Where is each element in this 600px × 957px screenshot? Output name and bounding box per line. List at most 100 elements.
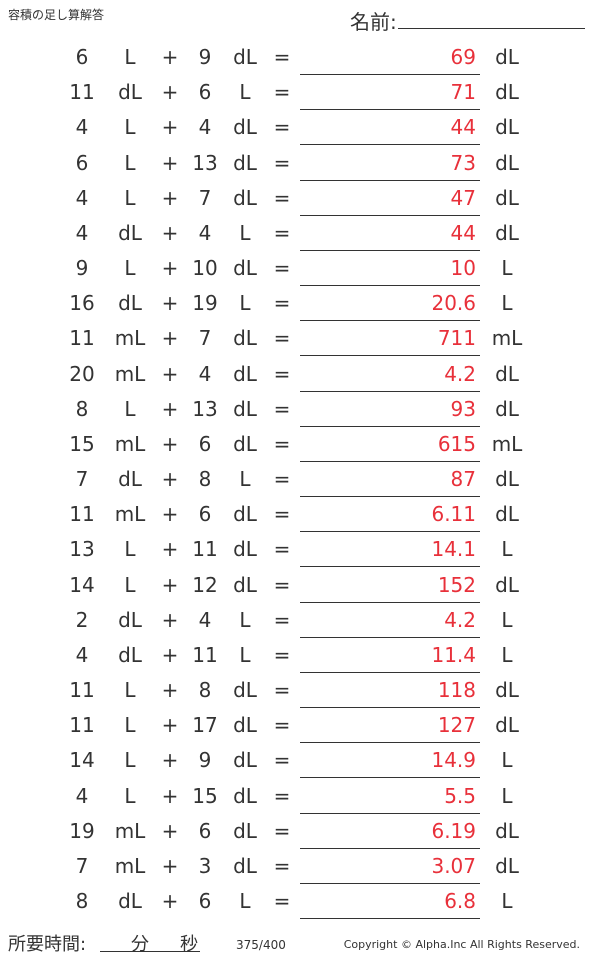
operand-b: 4 <box>198 115 212 140</box>
unit-b: dL <box>233 150 257 175</box>
plus-sign: + <box>161 467 179 492</box>
answer-line <box>300 214 480 216</box>
answer: 47 <box>450 185 476 210</box>
answer-unit: mL <box>491 326 523 351</box>
equals-sign: = <box>273 361 291 386</box>
equals-sign: = <box>273 502 291 527</box>
answer: 6.11 <box>431 502 476 527</box>
answer-unit: dL <box>495 361 519 386</box>
operand-a: 9 <box>75 256 89 281</box>
operand-a: 4 <box>75 220 89 245</box>
operand-a: 6 <box>75 150 89 175</box>
answer-unit: dL <box>495 45 519 69</box>
unit-b: dL <box>233 572 257 597</box>
answer-line <box>300 531 480 533</box>
operand-b: 17 <box>192 713 218 738</box>
unit-b: dL <box>233 431 257 456</box>
answer-unit: dL <box>495 185 519 210</box>
answer: 3.07 <box>431 853 476 878</box>
answer-unit: dL <box>495 502 519 527</box>
operand-b: 9 <box>198 748 212 773</box>
equals-sign: = <box>273 45 291 69</box>
operand-b: 19 <box>192 291 218 316</box>
unit-b: dL <box>233 502 257 527</box>
unit-b: L <box>239 291 251 316</box>
answer-unit: dL <box>495 80 519 105</box>
plus-sign: + <box>161 607 179 632</box>
unit-a: L <box>124 256 136 281</box>
answer: 44 <box>450 220 476 245</box>
operand-b: 11 <box>192 537 218 562</box>
equals-sign: = <box>273 185 291 210</box>
answer: 6.19 <box>431 818 476 843</box>
equals-sign: = <box>273 572 291 597</box>
plus-sign: + <box>161 185 179 210</box>
equals-sign: = <box>273 256 291 281</box>
equals-sign: = <box>273 783 291 808</box>
answer-line <box>300 355 480 357</box>
answer-line <box>300 671 480 673</box>
plus-sign: + <box>161 818 179 843</box>
answer-line <box>300 249 480 251</box>
answer-line <box>300 74 480 75</box>
answer-unit: dL <box>495 678 519 703</box>
equals-sign: = <box>273 150 291 175</box>
answer-unit: L <box>501 607 513 632</box>
copyright: Copyright © Alpha.Inc All Rights Reserve… <box>343 938 580 951</box>
plus-sign: + <box>161 396 179 421</box>
operand-a: 14 <box>69 748 95 773</box>
answer: 20.6 <box>431 291 476 316</box>
seconds-label: 秒 <box>180 934 198 955</box>
answer-line <box>300 636 480 638</box>
minutes-label: 分 <box>131 934 149 955</box>
unit-b: dL <box>233 45 257 69</box>
operand-a: 8 <box>75 396 89 421</box>
unit-b: dL <box>233 818 257 843</box>
answer-line <box>300 460 480 462</box>
answer: 87 <box>450 467 476 492</box>
equals-sign: = <box>273 115 291 140</box>
answer-unit: L <box>501 748 513 773</box>
answer-unit: dL <box>495 713 519 738</box>
operand-a: 16 <box>69 291 95 316</box>
answer: 4.2 <box>444 607 476 632</box>
operand-b: 8 <box>198 678 212 703</box>
operand-a: 7 <box>75 467 89 492</box>
equals-sign: = <box>273 889 291 914</box>
title: 容積の足し算解答 <box>8 8 105 22</box>
unit-a: mL <box>114 361 146 386</box>
unit-a: dL <box>118 291 142 316</box>
answer-line <box>300 320 480 322</box>
answer: 5.5 <box>444 783 476 808</box>
answer: 14.9 <box>431 748 476 773</box>
unit-b: L <box>239 642 251 667</box>
unit-a: L <box>124 572 136 597</box>
answer-unit: dL <box>495 467 519 492</box>
equals-sign: = <box>273 220 291 245</box>
equals-sign: = <box>273 678 291 703</box>
operand-a: 19 <box>69 818 95 843</box>
unit-b: L <box>239 220 251 245</box>
unit-a: dL <box>118 642 142 667</box>
unit-a: dL <box>118 889 142 914</box>
operand-a: 11 <box>69 713 95 738</box>
operand-a: 20 <box>69 361 95 386</box>
unit-a: dL <box>118 80 142 105</box>
answer-line <box>300 390 480 392</box>
plus-sign: + <box>161 572 179 597</box>
unit-a: L <box>124 713 136 738</box>
answer-unit: dL <box>495 150 519 175</box>
plus-sign: + <box>161 678 179 703</box>
unit-a: L <box>124 748 136 773</box>
unit-b: dL <box>233 678 257 703</box>
answer-line <box>300 425 480 427</box>
operand-a: 4 <box>75 783 89 808</box>
answer-line <box>300 812 480 814</box>
plus-sign: + <box>161 150 179 175</box>
operand-a: 14 <box>69 572 95 597</box>
operand-a: 11 <box>69 80 95 105</box>
plus-sign: + <box>161 713 179 738</box>
unit-b: dL <box>233 537 257 562</box>
operand-a: 6 <box>75 45 89 69</box>
operand-a: 4 <box>75 642 89 667</box>
